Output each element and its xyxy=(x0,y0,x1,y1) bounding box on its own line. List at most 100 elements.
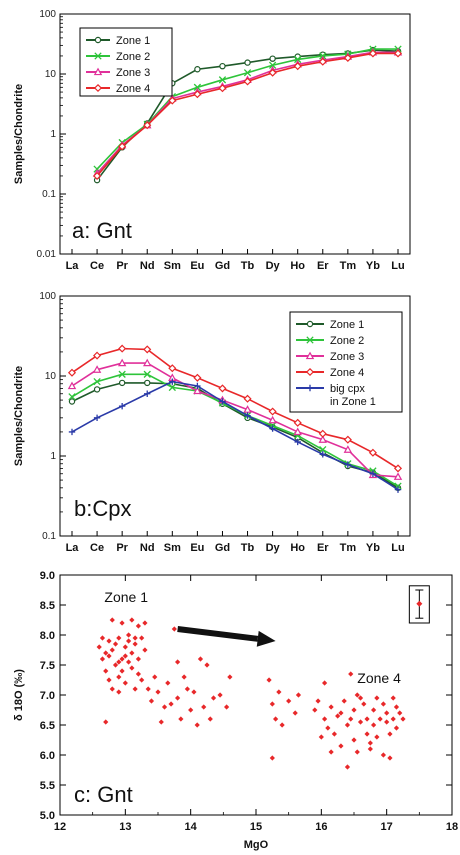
panel-0-ytick-label: 0.01 xyxy=(37,249,57,260)
panel-2-data-point xyxy=(188,707,194,713)
panel-1-series-point xyxy=(118,370,126,378)
panel-0-series-point xyxy=(243,77,252,86)
panel-2-data-point xyxy=(116,635,122,641)
panel-1-series-point xyxy=(244,412,251,419)
panel-0-series-point xyxy=(244,59,251,66)
panel-1-series-point xyxy=(368,448,377,457)
panel-0-ytick-label: 0.1 xyxy=(42,189,56,200)
panel-0-category-label: Pr xyxy=(116,260,128,272)
panel-0-ytick-label: 1 xyxy=(50,129,56,140)
panel-2-data-point xyxy=(129,617,135,623)
panel-2-data-point xyxy=(295,692,302,698)
panel-2-data-point xyxy=(364,716,370,722)
panel-0-series-point xyxy=(218,76,227,84)
panel-1-frame xyxy=(59,295,411,537)
panel-1-series-point xyxy=(219,398,226,405)
panel-2-data-point xyxy=(367,740,373,746)
panel-2-data-point xyxy=(384,719,390,725)
panel-1-series-point xyxy=(294,438,301,446)
panel-1-category-label: Sm xyxy=(164,542,181,554)
panel-0-series-point xyxy=(93,171,102,180)
panel-2-data-point xyxy=(384,710,390,716)
panel-2-ytick-label: 6.0 xyxy=(40,750,55,762)
panel-0-series-point xyxy=(118,142,127,151)
panel-2-data-point xyxy=(400,716,406,722)
panel-2-data-point xyxy=(132,641,138,647)
panel-2-data-point xyxy=(96,644,102,650)
panel-2-data-point xyxy=(129,665,135,671)
panel-2-xlabel: MgO xyxy=(244,839,269,851)
panel-1-series-point xyxy=(243,394,252,403)
panel-2-data-point xyxy=(292,710,298,716)
panel-2-ytick-label: 6.5 xyxy=(40,720,55,732)
panel-2-data-point xyxy=(380,752,386,758)
panel-1-legend-label: Zone 2 xyxy=(330,335,364,347)
panel-1-series-line xyxy=(71,362,399,478)
panel-1-legend-label: in Zone 1 xyxy=(330,396,376,408)
panel-1-legend-marker xyxy=(305,351,315,360)
panel-2-data-point xyxy=(328,704,334,710)
panel-2-data-point xyxy=(145,686,151,692)
panel-1-series-point xyxy=(293,427,302,436)
panel-0-category-label: Dy xyxy=(266,260,281,272)
panel-0-category-label: Yb xyxy=(366,260,380,272)
panel-0-legend-marker xyxy=(94,36,102,44)
panel-0-legend-label: Zone 4 xyxy=(116,83,150,95)
panel-0-category-label: Er xyxy=(317,260,329,272)
panel-2-data-point xyxy=(126,632,132,638)
panel-2-data-point xyxy=(276,689,282,695)
panel-0-ylabel: Samples/Chondrite xyxy=(13,84,25,184)
panel-2-data-point xyxy=(116,674,122,680)
panel-1-series-point xyxy=(143,358,152,367)
panel-2-data-point xyxy=(325,725,331,731)
panel-2-data-point xyxy=(322,716,328,722)
panel-0-series-point xyxy=(368,49,377,58)
panel-1-series-point xyxy=(168,364,177,373)
panel-1-series-point xyxy=(319,446,327,454)
panel-1-label: b:Cpx xyxy=(74,496,131,521)
panel-2-data-point xyxy=(116,689,122,695)
panel-2-data-point xyxy=(109,617,115,623)
panel-1-category-label: Tm xyxy=(340,542,357,554)
panel-2-data-point xyxy=(344,722,351,728)
panel-1-series-point xyxy=(268,415,277,424)
panel-2-frame xyxy=(59,574,453,816)
panel-2-data-point xyxy=(161,704,168,710)
panel-2-data-point xyxy=(106,653,112,659)
panel-0-legend-label: Zone 3 xyxy=(116,67,150,79)
panel-2-data-point xyxy=(155,689,161,695)
panel-0-legend-label: Zone 2 xyxy=(116,51,150,63)
panel-1-ytick-label: 10 xyxy=(45,371,57,382)
panel-1-series-point xyxy=(394,486,402,493)
panel-2-data-point xyxy=(142,620,148,626)
panel-0-series-point xyxy=(268,61,277,69)
panel-2-data-point xyxy=(204,662,210,668)
panel-1-series-line xyxy=(71,347,399,470)
panel-0-category-label: Tm xyxy=(340,260,357,272)
panel-2-data-point xyxy=(99,635,106,641)
panel-2-data-point xyxy=(132,635,138,641)
panel-1-series-line xyxy=(71,380,399,491)
panel-1-category-label: La xyxy=(66,542,80,554)
panel-1-category-label: Pr xyxy=(116,542,128,554)
panel-2-data-point xyxy=(184,686,190,692)
panel-2-xtick-label: 12 xyxy=(54,821,66,833)
panel-2-data-point xyxy=(361,701,367,707)
panel-2-data-point xyxy=(142,647,148,653)
panel-2-data-point xyxy=(191,689,197,695)
panel-2-data-point xyxy=(175,695,181,701)
panel-2-xtick-label: 14 xyxy=(185,821,198,833)
panel-1-series-point xyxy=(143,345,152,354)
panel-1-category-label: Nd xyxy=(140,542,155,554)
panel-1-legend-label: Zone 3 xyxy=(330,351,364,363)
panel-2-data-point xyxy=(132,686,138,692)
panel-2-data-point xyxy=(331,731,337,737)
panel-2-data-point xyxy=(106,638,112,644)
panel-2-data-point xyxy=(139,635,145,641)
panel-2-data-point xyxy=(374,734,380,740)
panel-0-series-point xyxy=(343,53,352,63)
panel-0-series-point xyxy=(194,66,201,73)
panel-2-label: c: Gnt xyxy=(74,782,133,807)
panel-2-data-point xyxy=(122,680,128,686)
